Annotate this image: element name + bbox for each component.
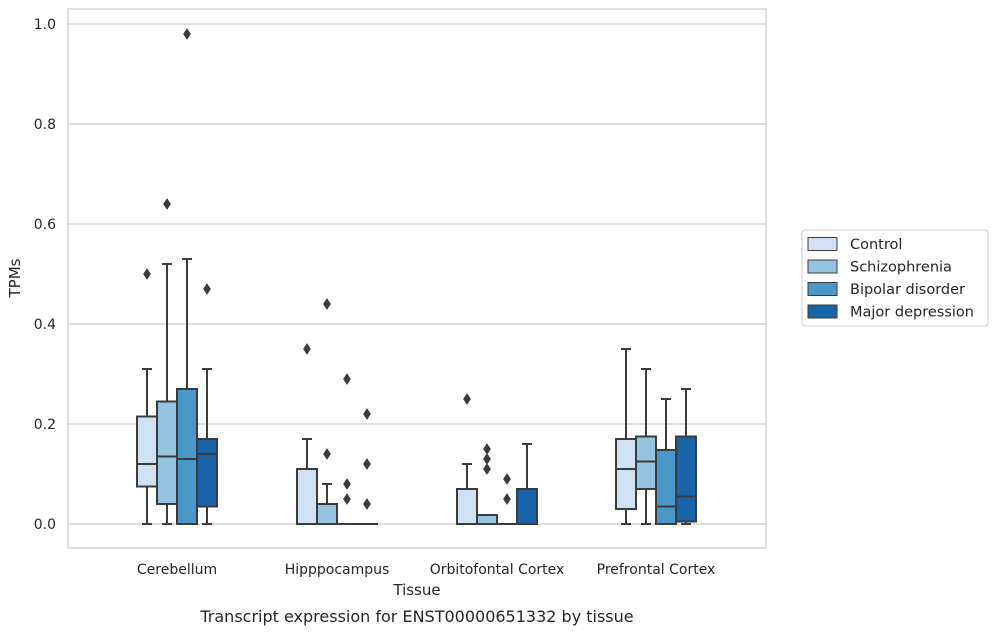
legend-swatch — [807, 237, 838, 251]
outlier-point — [483, 453, 491, 465]
box-0-3 — [196, 283, 218, 525]
outlier-point — [323, 298, 331, 310]
chart-caption: Transcript expression for ENST0000065133… — [199, 607, 633, 626]
y-tick-labels: 0.0 0.2 0.4 0.6 0.8 1.0 — [34, 17, 56, 533]
box-rect — [476, 514, 498, 525]
box-3-0 — [615, 348, 637, 525]
outlier-point — [143, 268, 151, 280]
box-0-0 — [136, 268, 158, 525]
outlier-point — [203, 283, 211, 295]
box-0-1 — [156, 198, 178, 525]
x-axis-label: Tissue — [392, 581, 440, 599]
outlier-point — [463, 393, 471, 405]
x-tick-label: Cerebellum — [137, 562, 217, 578]
outlier-point — [503, 493, 511, 505]
x-tick-labels: Cerebellum Hipppocampus Orbitofontal Corte… — [137, 562, 715, 578]
box-rect — [635, 435, 657, 490]
box-2-2 — [496, 473, 518, 526]
legend-frame — [801, 229, 989, 327]
outlier-point — [183, 28, 191, 40]
outlier-point — [363, 498, 371, 510]
outlier-point — [483, 443, 491, 455]
box-rect — [655, 449, 677, 525]
box-rect — [136, 415, 158, 488]
y-axis-label: TPMs — [6, 258, 24, 298]
legend-items: Control Schizophrenia Bipolar disorder Majo… — [807, 237, 974, 321]
plot-frame — [67, 8, 767, 549]
box-0-2 — [176, 28, 198, 525]
box-rect — [296, 468, 318, 525]
box-3-1 — [635, 368, 657, 525]
legend-label: Major depression — [850, 305, 974, 321]
box-rect — [316, 503, 338, 525]
box-2-0 — [456, 393, 478, 525]
legend-label: Control — [850, 237, 902, 253]
box-rect — [516, 488, 538, 525]
box-1-3 — [356, 408, 378, 526]
outlier-point — [503, 473, 511, 485]
box-2-1 — [476, 443, 498, 525]
outlier-point — [363, 408, 371, 420]
legend-label: Bipolar disorder — [850, 282, 965, 298]
box-rect — [196, 438, 218, 508]
y-tick-label: 0.2 — [34, 417, 56, 433]
legend-swatch — [807, 304, 838, 319]
box-3-2 — [655, 398, 677, 525]
box-1-2 — [336, 373, 358, 526]
x-tick-label: Hipppocampus — [285, 562, 390, 578]
box-1-1 — [316, 298, 338, 525]
outlier-point — [323, 448, 331, 460]
box-rect — [176, 388, 198, 525]
y-tick-label: 0.8 — [34, 117, 56, 133]
outlier-point — [303, 343, 311, 355]
outlier-point — [363, 458, 371, 470]
box-rect — [456, 488, 478, 525]
x-tick-label: Orbitofontal Cortex — [430, 562, 565, 578]
outlier-point — [163, 198, 171, 210]
y-tick-label: 1.0 — [34, 17, 56, 33]
legend-swatch — [807, 282, 838, 296]
outlier-point — [343, 373, 351, 385]
outlier-point — [343, 478, 351, 490]
legend-swatch — [807, 259, 838, 274]
outlier-point — [483, 463, 491, 475]
box-3-3 — [675, 388, 697, 525]
box-2-3 — [516, 443, 538, 525]
x-tick-label: Prefrontal Cortex — [597, 562, 716, 578]
boxes-layer — [136, 28, 697, 526]
y-tick-label: 0.4 — [34, 317, 56, 333]
box-1-0 — [296, 343, 318, 525]
box-rect — [615, 438, 637, 510]
y-tick-label: 0.0 — [34, 517, 56, 533]
outlier-point — [343, 493, 351, 505]
y-tick-label: 0.6 — [34, 217, 56, 233]
legend: Control Schizophrenia Bipolar disorder Majo… — [801, 229, 989, 327]
legend-label: Schizophrenia — [850, 260, 952, 276]
box-rect — [156, 400, 178, 505]
box-rect — [675, 435, 697, 523]
